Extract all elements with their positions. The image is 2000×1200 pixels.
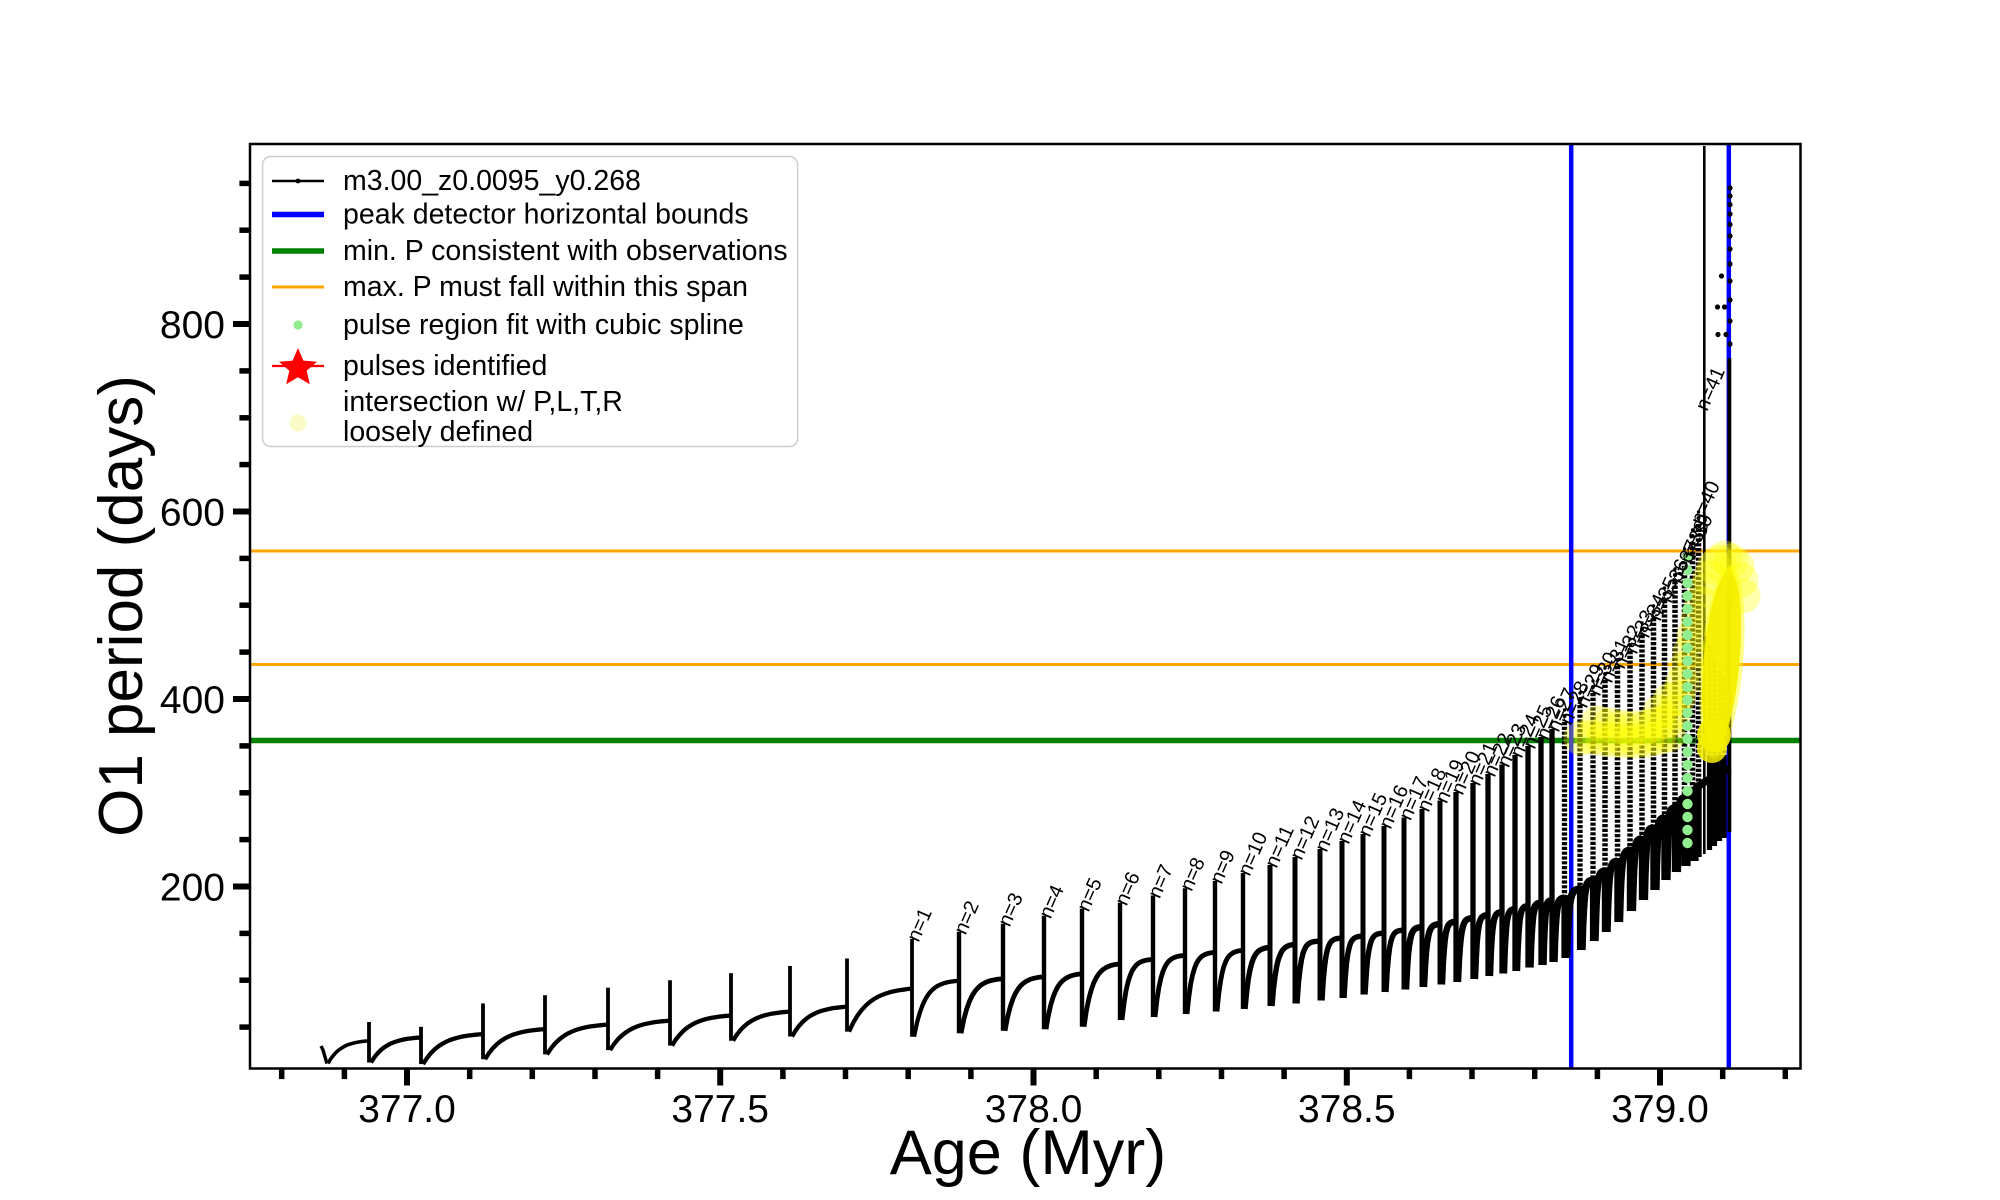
svg-text:400: 400 xyxy=(160,679,225,722)
svg-text:800: 800 xyxy=(160,304,225,347)
svg-text:min. P consistent with observa: min. P consistent with observations xyxy=(343,235,788,267)
svg-text:600: 600 xyxy=(160,492,225,535)
svg-text:378.5: 378.5 xyxy=(1298,1088,1396,1131)
svg-text:pulses identified: pulses identified xyxy=(343,350,547,382)
svg-text:377.5: 377.5 xyxy=(671,1088,769,1131)
svg-text:Age (Myr): Age (Myr) xyxy=(890,1118,1167,1188)
svg-text:377.0: 377.0 xyxy=(358,1088,456,1131)
svg-text:loosely defined: loosely defined xyxy=(343,416,533,448)
svg-text:peak detector horizontal bound: peak detector horizontal bounds xyxy=(343,199,749,231)
svg-text:m3.00_z0.0095_y0.268: m3.00_z0.0095_y0.268 xyxy=(343,165,641,197)
svg-text:pulse region fit with cubic sp: pulse region fit with cubic spline xyxy=(343,309,744,341)
svg-text:378.0: 378.0 xyxy=(985,1088,1083,1131)
svg-text:200: 200 xyxy=(160,867,225,910)
svg-text:O1 period (days): O1 period (days) xyxy=(87,375,156,837)
svg-text:max. P must fall within this s: max. P must fall within this span xyxy=(343,271,748,303)
svg-text:intersection w/ P,L,T,R: intersection w/ P,L,T,R xyxy=(343,386,623,418)
svg-text:379.0: 379.0 xyxy=(1611,1088,1709,1131)
